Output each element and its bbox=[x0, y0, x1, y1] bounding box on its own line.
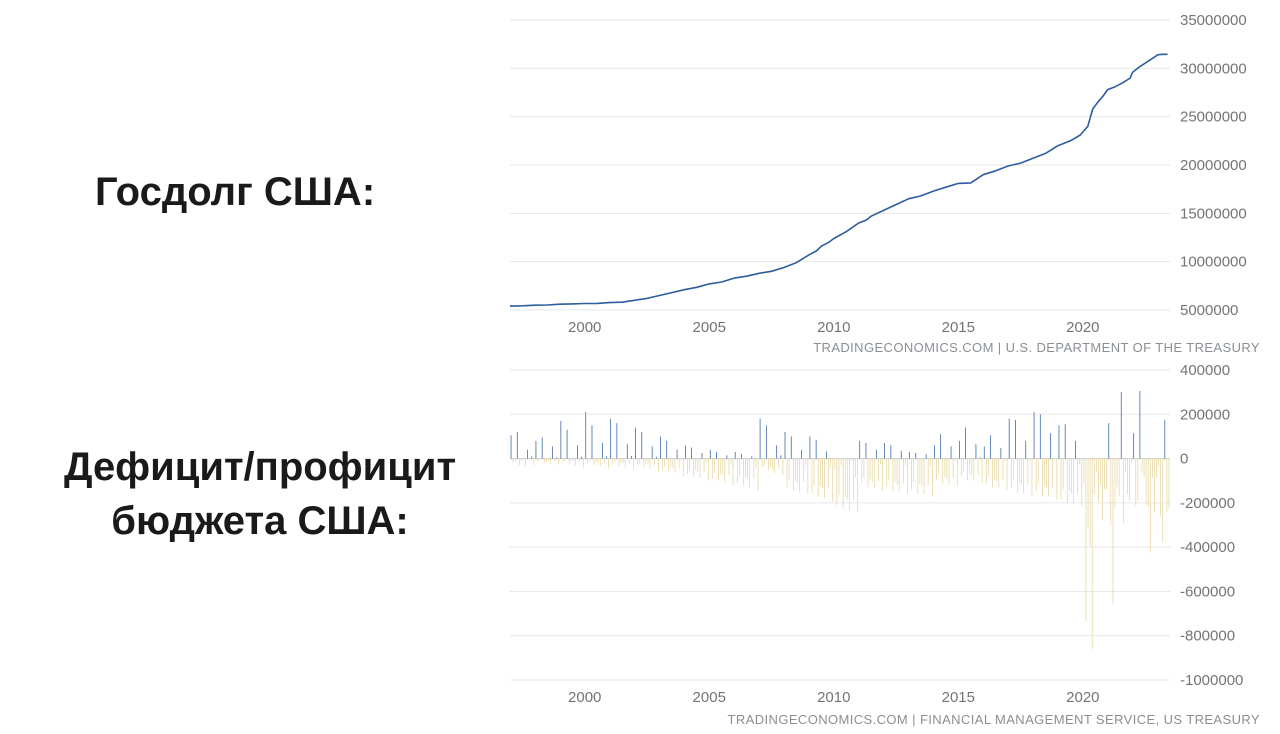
svg-text:2015: 2015 bbox=[942, 689, 975, 706]
svg-text:25000000: 25000000 bbox=[1180, 109, 1247, 126]
page-root: Госдолг США: Дефицит/профицит бюджета СШ… bbox=[0, 0, 1280, 734]
svg-text:2005: 2005 bbox=[693, 319, 726, 336]
svg-text:35000000: 35000000 bbox=[1180, 12, 1247, 29]
deficit-chart-source: TRADINGECONOMICS.COM | FINANCIAL MANAGEM… bbox=[728, 712, 1260, 727]
svg-text:2010: 2010 bbox=[817, 319, 850, 336]
svg-text:2015: 2015 bbox=[942, 319, 975, 336]
deficit-title-line2: бюджета США: bbox=[111, 499, 409, 543]
svg-text:2020: 2020 bbox=[1066, 319, 1099, 336]
svg-text:-200000: -200000 bbox=[1180, 495, 1235, 512]
svg-text:2010: 2010 bbox=[817, 689, 850, 706]
svg-text:2000: 2000 bbox=[568, 319, 601, 336]
deficit-title: Дефицит/профицит бюджета США: bbox=[30, 440, 490, 548]
svg-text:-400000: -400000 bbox=[1180, 539, 1235, 556]
deficit-title-line1: Дефицит/профицит bbox=[64, 445, 456, 489]
svg-text:-800000: -800000 bbox=[1180, 628, 1235, 645]
debt-chart: 5000000 10000000 15000000 20000000 25000000 3… bbox=[500, 10, 1260, 340]
svg-text:10000000: 10000000 bbox=[1180, 254, 1247, 271]
svg-text:2000: 2000 bbox=[568, 689, 601, 706]
svg-text:200000: 200000 bbox=[1180, 406, 1230, 423]
svg-text:2020: 2020 bbox=[1066, 689, 1099, 706]
svg-text:-600000: -600000 bbox=[1180, 583, 1235, 600]
svg-text:15000000: 15000000 bbox=[1180, 205, 1247, 222]
svg-text:30000000: 30000000 bbox=[1180, 60, 1247, 77]
svg-text:5000000: 5000000 bbox=[1180, 302, 1238, 319]
svg-text:400000: 400000 bbox=[1180, 362, 1230, 379]
debt-chart-source: TRADINGECONOMICS.COM | U.S. DEPARTMENT O… bbox=[813, 340, 1260, 355]
svg-text:0: 0 bbox=[1180, 451, 1188, 468]
svg-text:-1000000: -1000000 bbox=[1180, 672, 1243, 689]
debt-title: Госдолг США: bbox=[95, 170, 375, 215]
svg-text:20000000: 20000000 bbox=[1180, 157, 1247, 174]
deficit-chart: -1000000 -800000 -600000 -400000 -200000 0 200… bbox=[500, 360, 1260, 720]
svg-text:2005: 2005 bbox=[693, 689, 726, 706]
